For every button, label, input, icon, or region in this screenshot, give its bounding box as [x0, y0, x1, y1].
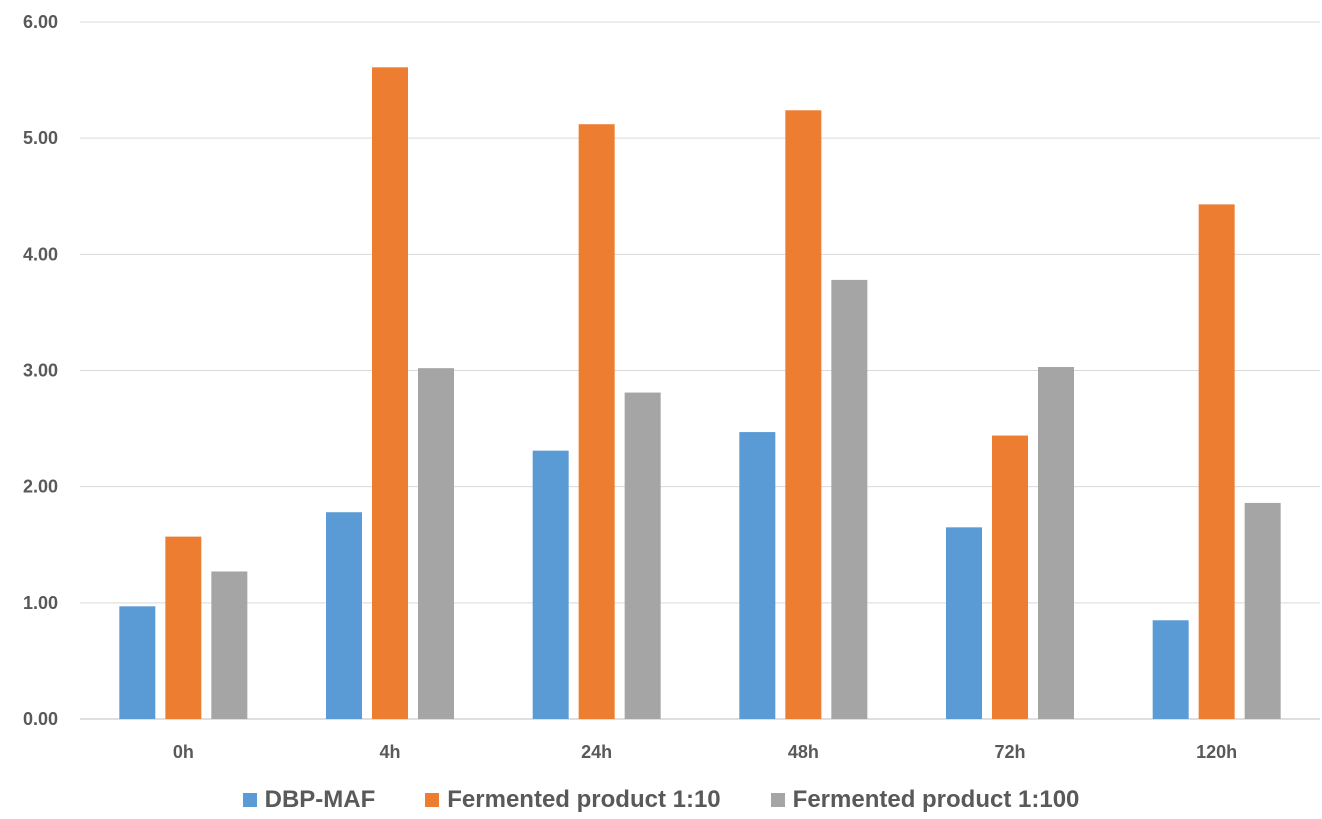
y-tick-label: 1.00 [23, 593, 58, 613]
bar [211, 571, 248, 719]
x-tick-label: 4h [379, 742, 400, 762]
y-tick-label: 4.00 [23, 244, 58, 264]
bar [532, 450, 569, 719]
y-tick-label: 0.00 [23, 709, 58, 729]
bar [992, 435, 1028, 719]
legend-swatch [770, 793, 785, 807]
bar [326, 512, 362, 719]
bar [578, 124, 615, 719]
legend-item-fermented-1-10: Fermented product 1:10 [425, 786, 721, 814]
y-tick-label: 2.00 [23, 477, 58, 497]
x-tick-label: 48h [788, 742, 819, 762]
x-tick-label: 72h [994, 742, 1025, 762]
bar [946, 527, 982, 719]
bar [1198, 204, 1235, 720]
bar [785, 110, 822, 719]
x-tick-label: 0h [173, 742, 194, 762]
legend-swatch [242, 793, 257, 807]
bar [739, 432, 776, 719]
legend-item-dbp-maf: DBP-MAF [242, 786, 376, 814]
y-tick-label: 3.00 [23, 361, 58, 381]
legend-label: DBP-MAF [264, 786, 376, 813]
legend: DBP-MAF Fermented product 1:10 Fermented… [0, 786, 1322, 814]
bar [1244, 502, 1281, 719]
bar [418, 368, 454, 719]
legend-label: Fermented product 1:100 [792, 786, 1080, 813]
x-tick-label: 24h [581, 742, 612, 762]
bar [624, 392, 661, 719]
y-tick-label: 5.00 [23, 128, 58, 148]
x-tick-label: 120h [1196, 742, 1237, 762]
bar [372, 67, 408, 720]
bar [1038, 367, 1074, 719]
bars [119, 67, 1281, 720]
legend-swatch [425, 793, 440, 807]
legend-label: Fermented product 1:10 [447, 786, 721, 813]
bar [831, 279, 868, 719]
bar [119, 606, 156, 719]
bar [165, 536, 202, 719]
gridlines [80, 21, 1320, 720]
legend-item-fermented-1-100: Fermented product 1:100 [770, 786, 1080, 814]
y-axis-ticks: 0.00 1.00 2.00 3.00 4.00 5.00 6.00 [23, 12, 58, 729]
x-axis-ticks: 0h 4h 24h 48h 72h 120h [173, 742, 1237, 762]
bar [1152, 620, 1189, 719]
y-tick-label: 6.00 [23, 12, 58, 32]
